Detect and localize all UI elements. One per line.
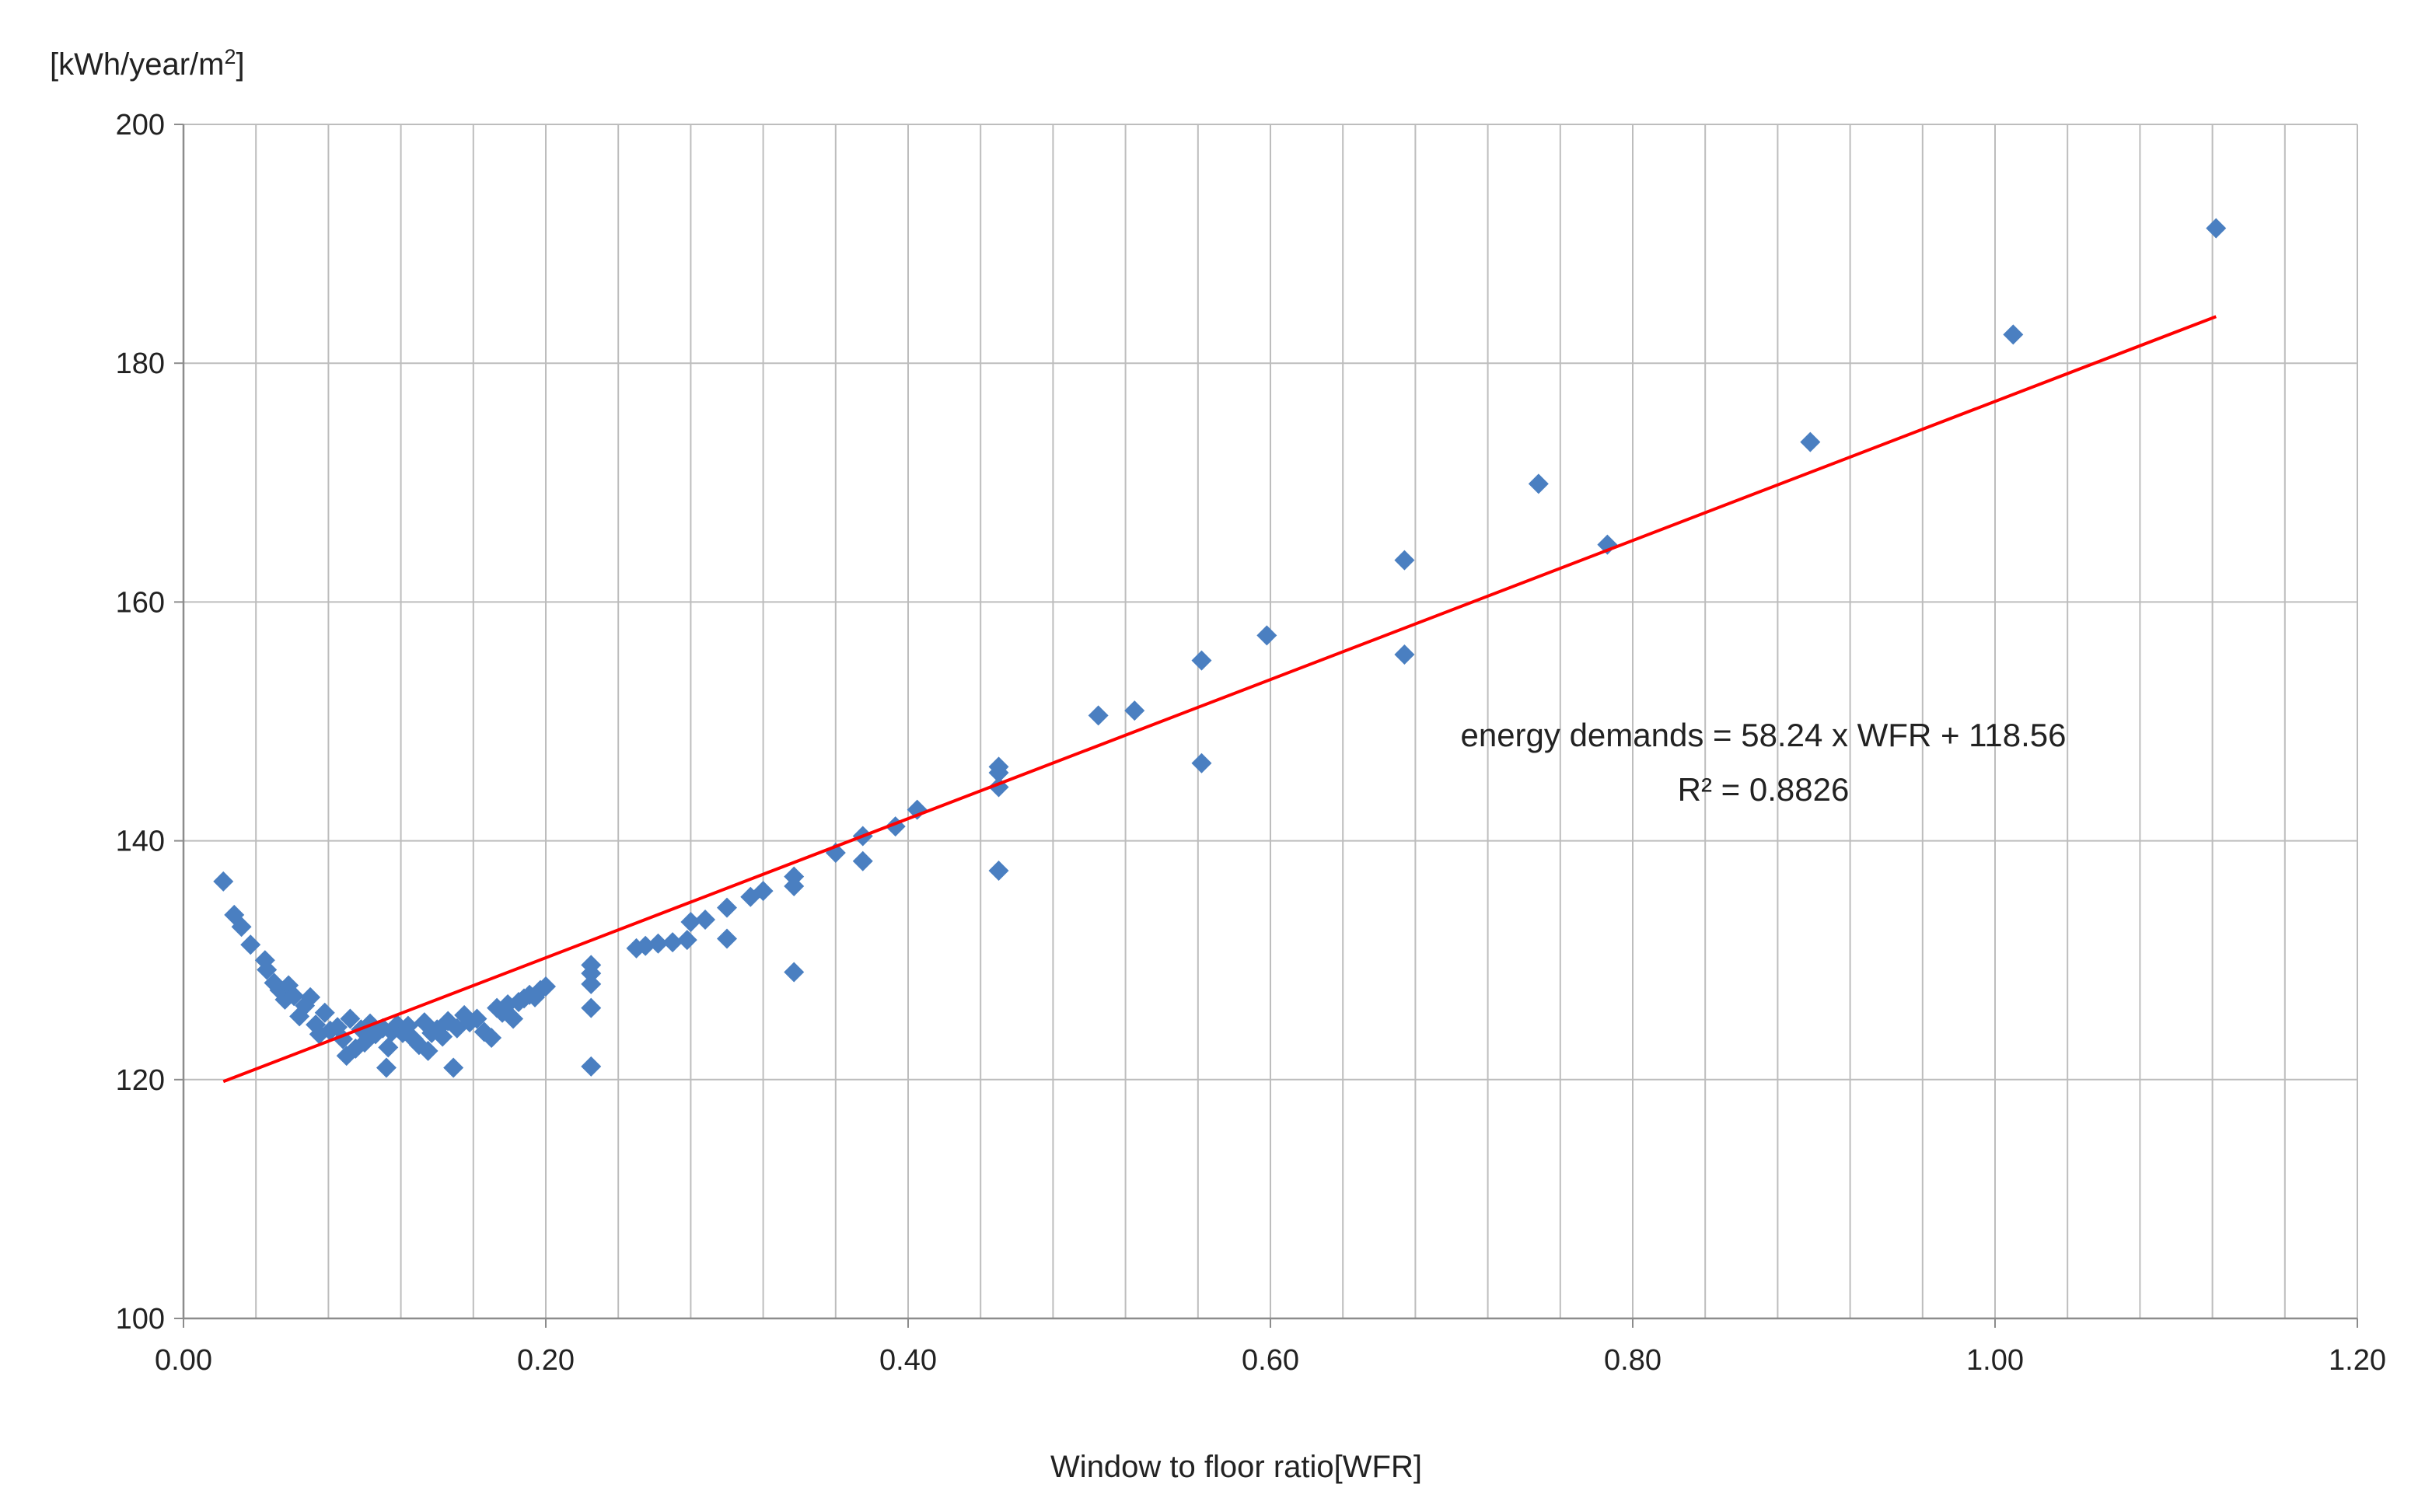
trendline-equation: energy demands = 58.24 x WFR + 118.56 (1460, 717, 2066, 753)
data-point (1394, 550, 1415, 571)
trendline (222, 315, 2217, 1084)
data-point (1528, 473, 1549, 494)
data-point (753, 881, 774, 902)
grid (183, 124, 2358, 1318)
x-tick-label: 0.00 (155, 1344, 212, 1377)
data-point (581, 963, 602, 984)
x-tick-label: 1.00 (1966, 1344, 2024, 1377)
y-axis-title: [kWh/year/m2] (50, 45, 245, 82)
data-point (784, 875, 805, 896)
data-point (432, 1026, 453, 1047)
x-tick-label: 0.80 (1604, 1344, 1662, 1377)
data-point (635, 935, 656, 956)
data-point (376, 1057, 397, 1078)
data-point (648, 933, 669, 954)
data-point (1191, 753, 1212, 773)
y-tick-label: 160 (116, 586, 165, 619)
data-point (340, 1008, 361, 1029)
data-point (378, 1037, 399, 1058)
trendline-group (222, 315, 2217, 1084)
data-point (1394, 644, 1415, 665)
x-tick-label: 0.40 (879, 1344, 937, 1377)
data-point (257, 959, 278, 980)
data-point (717, 928, 737, 949)
data-point (581, 1056, 602, 1077)
data-point (443, 1057, 464, 1078)
y-tick-label: 180 (116, 347, 165, 380)
data-point (466, 1008, 487, 1029)
data-point (1088, 705, 1109, 726)
data-point (503, 1008, 524, 1029)
data-point (1191, 650, 1212, 671)
data-point (695, 909, 716, 930)
data-point (481, 1028, 502, 1049)
data-point (284, 986, 305, 1007)
data-point (1800, 431, 1821, 452)
data-point (784, 962, 805, 983)
data-point (2003, 324, 2024, 345)
x-tick-label: 0.60 (1242, 1344, 1299, 1377)
y-tick-label: 140 (116, 826, 165, 858)
data-point (988, 861, 1009, 881)
r-squared-label: R² = 0.8826 (1678, 771, 1850, 808)
data-point (314, 1002, 335, 1023)
x-tick-label: 1.20 (2329, 1344, 2386, 1377)
tick-labels: 100 120 140 160 180 200 0.00 0.20 0.40 0.60 0.80 1.… (116, 109, 2386, 1377)
data-point (536, 976, 556, 997)
data-points (213, 218, 2227, 1078)
data-point (662, 932, 683, 953)
data-point (680, 912, 701, 933)
data-point (1256, 625, 1277, 646)
data-point (988, 763, 1009, 784)
data-point (213, 871, 234, 892)
axes (174, 124, 2358, 1328)
data-point (852, 850, 873, 871)
data-point (1124, 700, 1145, 721)
data-point (2206, 218, 2227, 239)
data-point (676, 930, 697, 951)
data-point (240, 934, 261, 955)
x-axis-title: Window to floor ratio[WFR] (1050, 1450, 1422, 1484)
y-tick-label: 120 (116, 1064, 165, 1097)
y-tick-label: 200 (116, 109, 165, 141)
y-tick-label: 100 (116, 1303, 165, 1336)
data-point (418, 1040, 439, 1061)
data-point (300, 986, 321, 1007)
data-point (581, 997, 602, 1018)
data-point (231, 917, 252, 938)
x-tick-label: 0.20 (517, 1344, 575, 1377)
data-point (717, 897, 737, 918)
data-point (581, 973, 602, 994)
